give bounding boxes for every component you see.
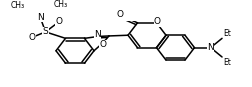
Text: N: N [38, 13, 44, 22]
Text: O: O [56, 17, 63, 26]
Text: CH₃: CH₃ [11, 1, 25, 10]
Text: S: S [43, 27, 48, 36]
Text: O: O [28, 33, 35, 42]
Text: Et: Et [223, 58, 231, 67]
Text: CH₃: CH₃ [53, 0, 67, 9]
Text: O: O [100, 40, 107, 49]
Text: N: N [94, 30, 101, 39]
Text: Et: Et [223, 29, 231, 38]
Text: O: O [154, 17, 161, 26]
Text: N: N [207, 43, 214, 52]
Text: O: O [116, 10, 123, 19]
